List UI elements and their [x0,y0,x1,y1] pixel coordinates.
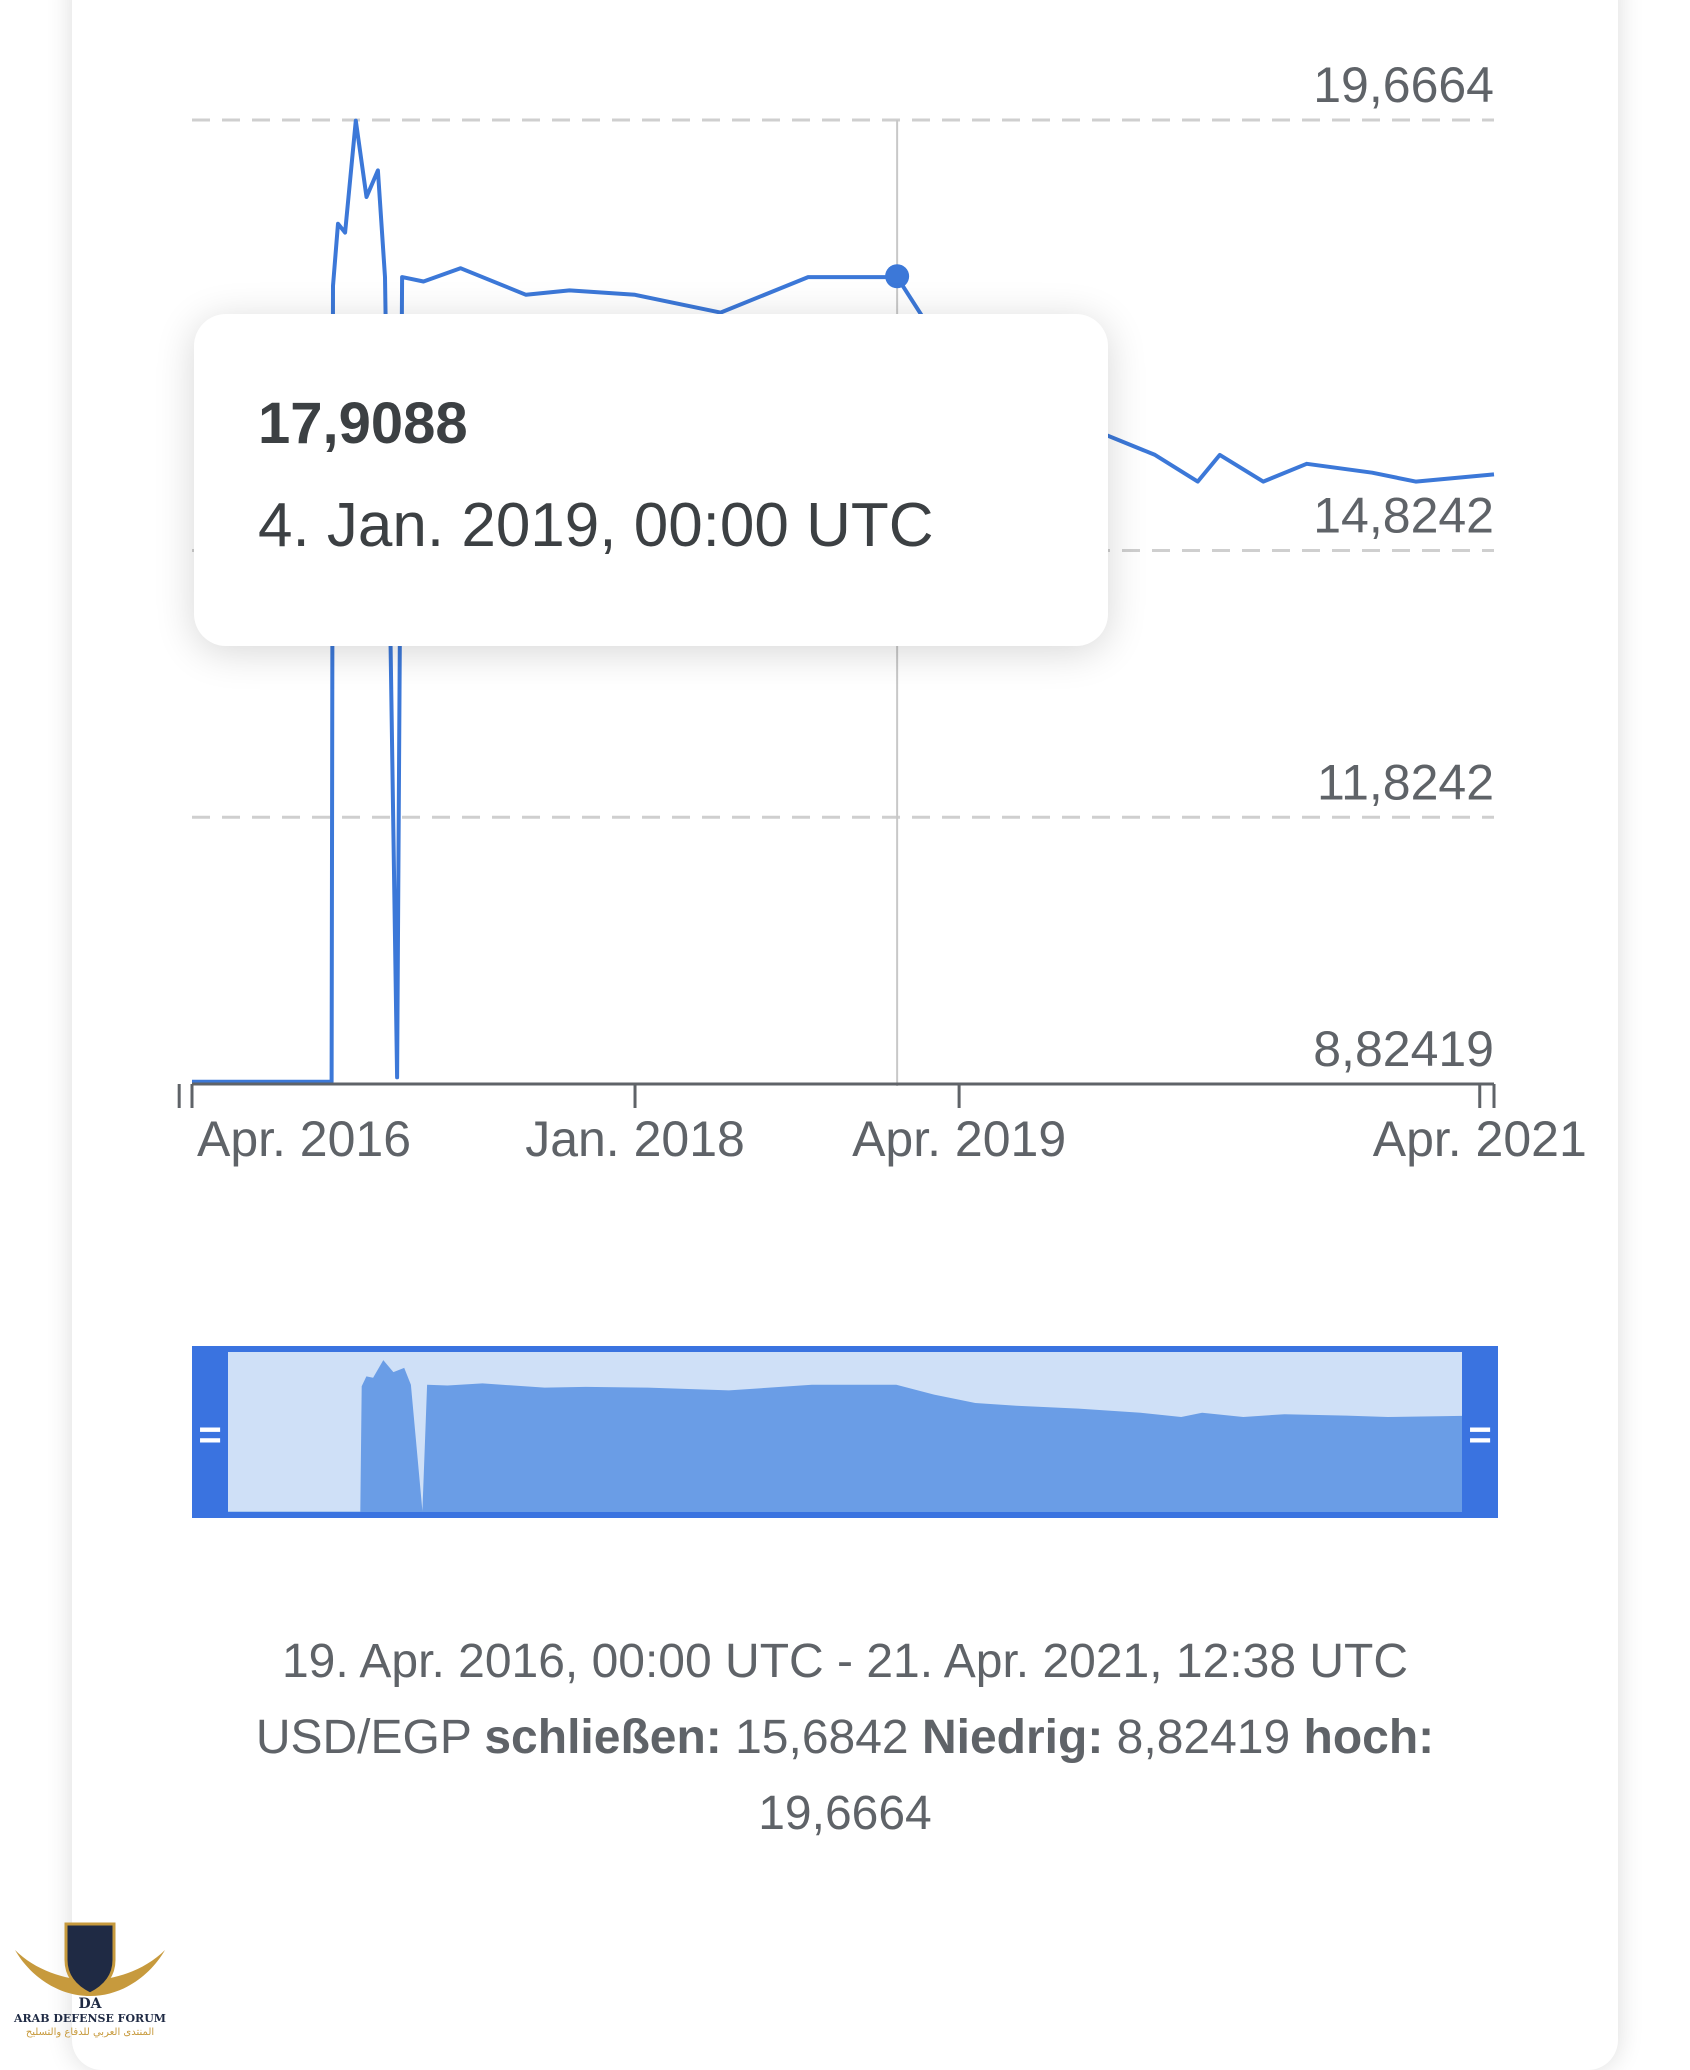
close-label: schließen: [484,1711,722,1764]
series-line[interactable] [192,118,1495,1084]
x-tick-label: Apr. 2016 [197,1111,411,1167]
close-value: 15,6842 [735,1711,909,1764]
y-tick-label: 8,82419 [1313,1021,1494,1077]
low-label: Niedrig: [921,1711,1104,1764]
date-range: 19. Apr. 2016, 00:00 UTC - 21. Apr. 2021… [281,1635,1409,1688]
tooltip-date: 4. Jan. 2019, 00:00 UTC [258,491,934,560]
hover-point[interactable] [885,264,910,289]
y-tick-label: 19,6664 [1313,57,1494,113]
arab-defense-forum-logo: DA ARAB DEFENSE FORUM المنتدى العربي للد… [13,1922,166,2038]
x-tick-label: Apr. 2019 [852,1111,1066,1167]
logo-wing-left [15,1950,90,1996]
currency-pair: USD/EGP [255,1711,472,1764]
navigator-right-handle[interactable]: = [1468,1413,1491,1457]
logo-mark: DA [78,1996,102,2012]
x-axis: Apr. 2016 Jan. 2018 Apr. 2019 Apr. 2021 [177,1082,1587,1167]
navigator-area [228,1360,1462,1512]
high-label: hoch: [1303,1711,1435,1764]
y-tick-label: 14,8242 [1313,488,1494,544]
low-value: 8,82419 [1116,1711,1291,1764]
tooltip-value: 17,9088 [258,391,468,456]
x-tick-label: Jan. 2018 [525,1111,745,1167]
range-summary: 19. Apr. 2016, 00:00 UTC - 21. Apr. 2021… [190,1624,1500,1852]
stats-line: USD/EGP schließen: 15,6842 Niedrig: 8,82… [190,1700,1500,1776]
x-tick-label: Apr. 2021 [1373,1111,1587,1167]
navigator-left-handle[interactable]: = [198,1413,221,1457]
logo-title: ARAB DEFENSE FORUM [13,2012,166,2025]
range-navigator[interactable]: = = [192,1346,1498,1518]
logo-shield [64,1922,116,1996]
y-axis-labels: 19,6664 14,8242 11,8242 8,82419 [1313,57,1494,1077]
y-tick-label: 11,8242 [1317,754,1494,810]
logo-wing-right [90,1950,165,1996]
value-tooltip: 17,9088 4. Jan. 2019, 00:00 UTC [194,314,1108,646]
logo-subtitle: المنتدى العربي للدفاع والتسليح [26,2027,154,2038]
high-value: 19,6664 [758,1787,932,1840]
